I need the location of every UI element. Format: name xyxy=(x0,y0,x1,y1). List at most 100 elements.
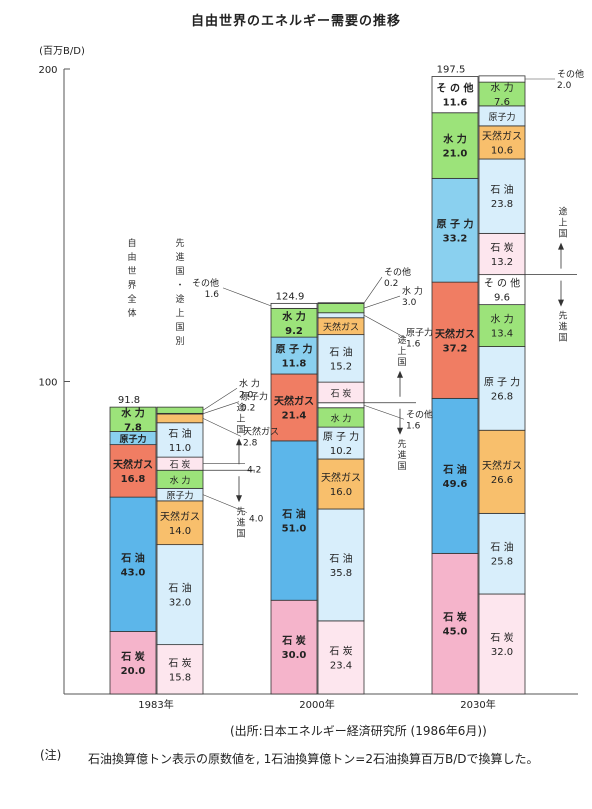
bar-segment xyxy=(156,422,204,458)
segment-label: 天然ガス xyxy=(482,459,522,472)
developed-label: 先進国 xyxy=(236,505,245,539)
callout-value: 1.6 xyxy=(205,290,220,300)
segment-label: 天然ガス xyxy=(274,394,314,407)
callout-label: 天然ガス xyxy=(243,425,279,437)
callout-value: 1.6 xyxy=(406,339,421,349)
segment-label: 原子力 xyxy=(119,433,146,445)
segment-label: 原子力 xyxy=(488,111,515,123)
developed-label-char: 進 xyxy=(558,321,567,333)
callout-value: 2.8 xyxy=(243,438,258,448)
developing-label-char: 途 xyxy=(236,401,245,413)
data-label: 16.0 xyxy=(330,487,352,498)
bar-segment xyxy=(109,631,157,695)
data-label: 9.2 xyxy=(285,326,303,337)
segment-label: 水 力 xyxy=(331,412,352,424)
data-label: 20.0 xyxy=(121,666,146,677)
bar-segment xyxy=(270,440,318,601)
split-label-char: 国 xyxy=(175,322,184,333)
bar-segment xyxy=(478,232,526,276)
arrow-head xyxy=(236,495,242,503)
data-label: 15.2 xyxy=(330,361,352,372)
data-label: 9.6 xyxy=(494,293,510,304)
bar-segment xyxy=(317,508,365,622)
arrow-head xyxy=(397,370,403,378)
bar-segment xyxy=(317,620,365,695)
developing-label-char: 上 xyxy=(397,346,406,357)
callout-value: 0.2 xyxy=(384,279,398,289)
data-label: 14.0 xyxy=(169,526,191,537)
chart-title: 自由世界のエネルギー需要の推移 xyxy=(190,14,401,29)
callout-value: 4.2 xyxy=(247,466,261,476)
segment-label: 石 炭 xyxy=(442,611,466,624)
segment-label: 原 子 力 xyxy=(484,375,520,388)
developing-label: 途上国 xyxy=(397,334,406,368)
segment-label: 水 力 xyxy=(490,313,513,326)
bar-segment xyxy=(478,429,526,514)
bar-segment xyxy=(317,312,365,319)
data-label: 10.2 xyxy=(330,446,352,457)
total-label: 91.8 xyxy=(118,395,140,406)
callout-value: 1.6 xyxy=(406,421,421,431)
leader-line xyxy=(202,387,238,411)
segment-label: 石 炭 xyxy=(329,645,352,657)
developed-label-char: 進 xyxy=(397,449,406,461)
world-total-label-char: 由 xyxy=(127,251,136,263)
split-label-char: ・ xyxy=(175,281,184,291)
leader-line xyxy=(222,287,272,307)
data-label: 45.0 xyxy=(443,627,468,638)
segment-label: 天然ガス xyxy=(482,129,522,142)
developing-label-char: 国 xyxy=(558,229,567,240)
data-label: 16.8 xyxy=(121,474,146,485)
segment-label: 水 力 xyxy=(281,310,305,323)
bar-segment xyxy=(156,406,204,414)
data-label: 49.6 xyxy=(443,479,468,490)
world-total-label-char: 自 xyxy=(127,237,136,249)
data-label: 21.0 xyxy=(443,149,468,160)
data-label: 35.8 xyxy=(330,568,352,579)
bar-segment xyxy=(317,302,365,314)
segment-label: 石 炭 xyxy=(170,460,191,471)
split-label-char: 別 xyxy=(175,336,184,347)
callout-value: 4.0 xyxy=(249,515,264,525)
segment-label: 水 力 xyxy=(170,474,191,486)
callout-label: 原子力 xyxy=(241,391,268,403)
split-label-char: 上 xyxy=(175,308,184,319)
bar-segment xyxy=(156,644,204,695)
source-note: (出所:日本エネルギー経済研究所 (1986年6月)) xyxy=(230,724,487,738)
data-label: 51.0 xyxy=(282,524,307,535)
x-tick-label: 2030年 xyxy=(460,698,495,711)
bar-segment xyxy=(270,599,318,695)
world-total-label-char: 世 xyxy=(127,265,136,277)
leader-line xyxy=(202,401,240,414)
y-tick-label: 100 xyxy=(38,378,57,389)
segment-label: そ の 他 xyxy=(484,277,520,290)
callout-label: その他 xyxy=(557,68,584,80)
bar-segment xyxy=(270,307,318,338)
bar-segment xyxy=(109,496,157,632)
segment-label: 水 力 xyxy=(442,133,466,146)
bar-segment xyxy=(478,75,526,83)
data-label: 15.8 xyxy=(169,672,191,683)
leader-line xyxy=(202,494,248,513)
data-label: 25.8 xyxy=(491,557,513,568)
bar-segment xyxy=(431,112,479,179)
segment-label: 石 油 xyxy=(168,582,191,595)
bar-segment xyxy=(156,413,204,424)
segment-label: 石 油 xyxy=(168,427,191,440)
bar-segment xyxy=(478,512,526,595)
x-tick-label: 1983年 xyxy=(138,698,173,711)
world-total-label-char: 全 xyxy=(127,293,136,305)
callout-label: その他 xyxy=(192,277,219,289)
data-label: 10.6 xyxy=(491,145,513,156)
segment-label: 水 力 xyxy=(120,406,144,419)
segment-label: 石 油 xyxy=(490,183,513,196)
bar-segment xyxy=(431,76,479,114)
data-label: 33.2 xyxy=(443,233,468,244)
segment-label: 原 子 力 xyxy=(276,343,313,356)
segment-label: 水 力 xyxy=(490,81,513,94)
data-label: 11.8 xyxy=(282,359,307,370)
data-label: 11.6 xyxy=(443,98,468,109)
segment-label: 天然ガス xyxy=(160,510,200,523)
data-label: 21.4 xyxy=(282,410,307,421)
